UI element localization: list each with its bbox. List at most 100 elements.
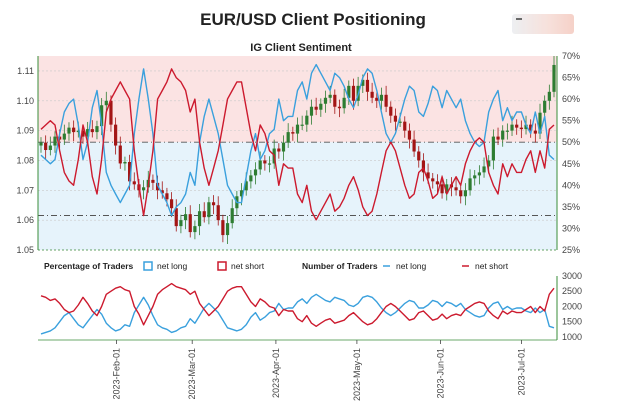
chart-title: EUR/USD Client Positioning xyxy=(200,10,426,29)
date-axis: 2023-Feb-01 2023-Mar-01 2023-Apr-01 2023-Ma… xyxy=(112,340,527,401)
candle-body xyxy=(53,136,57,146)
candle-body xyxy=(319,103,323,110)
net-short-pct-line xyxy=(40,68,555,221)
y-left-tick-label: 1.10 xyxy=(16,96,34,106)
legend-net-short-pct-label: net short xyxy=(231,261,265,271)
candle-body xyxy=(515,124,519,128)
candle-body xyxy=(538,112,542,134)
candle-body xyxy=(295,124,300,134)
candle-body xyxy=(249,175,253,182)
candle-body xyxy=(62,133,66,140)
y-left-tick-label: 1.08 xyxy=(16,155,34,165)
y-right-tick-label: 50% xyxy=(562,137,580,147)
candle-body xyxy=(109,100,113,125)
legend-net-long-box xyxy=(143,261,153,271)
candle-body xyxy=(207,202,211,218)
count-tick-label: 3000 xyxy=(562,271,582,281)
candle-body xyxy=(487,160,491,167)
candle-body xyxy=(211,202,216,206)
y-right-tick-label: 55% xyxy=(562,116,580,126)
candle-body xyxy=(426,172,430,179)
candle-body xyxy=(263,160,267,164)
candle-body xyxy=(253,169,258,176)
candle-body xyxy=(524,124,528,130)
candle-body xyxy=(188,214,192,233)
candle-body xyxy=(431,178,435,182)
date-tick-label: 2023-Feb-01 xyxy=(112,348,122,400)
sentiment-panel: 1.05 1.06 1.07 1.08 1.09 1.10 1.11 25% 30% 35% 40%… xyxy=(16,51,580,255)
count-tick-label: 2500 xyxy=(562,286,582,296)
legend-net-long-pct-label: net long xyxy=(157,261,188,271)
candle-body xyxy=(417,151,421,161)
net-short-count-line xyxy=(40,282,555,327)
candle-body xyxy=(463,190,467,197)
candle-body xyxy=(104,100,108,106)
candle-body xyxy=(174,208,178,227)
candle-body xyxy=(90,129,94,133)
legend-title-number: Number of Traders xyxy=(302,261,378,271)
legend-net-long-num-label: net long xyxy=(396,261,427,271)
candle-body xyxy=(496,136,500,140)
y-right-tick-label: 35% xyxy=(562,202,580,212)
trader-count-panel: 1000 1500 2000 2500 3000 xyxy=(38,271,582,342)
candle-body xyxy=(454,187,458,191)
candle-body xyxy=(197,211,202,227)
candle-body xyxy=(389,106,393,116)
candle-body xyxy=(239,190,244,197)
y-right-tick-label: 30% xyxy=(562,223,580,233)
candle-body xyxy=(165,193,169,200)
date-tick-label: 2023-May-01 xyxy=(352,348,362,401)
date-tick-label: 2023-Mar-01 xyxy=(187,348,197,400)
candle-body xyxy=(225,223,230,236)
candle-body xyxy=(183,214,188,221)
candle-body xyxy=(267,163,272,165)
legend-net-short-box xyxy=(217,261,227,271)
y-right-tick-label: 45% xyxy=(562,159,580,169)
candle-body xyxy=(39,142,43,146)
candle-body xyxy=(482,166,486,173)
candle-body xyxy=(244,181,248,191)
candle-body xyxy=(445,184,449,194)
candle-body xyxy=(151,179,155,183)
date-tick-label: 2023-Jul-01 xyxy=(517,348,527,396)
net-long-pct-line xyxy=(40,63,555,217)
y-left-tick-label: 1.05 xyxy=(16,245,34,255)
candle-body xyxy=(72,127,76,133)
y-left-tick-label: 1.06 xyxy=(16,215,34,225)
date-tick-label: 2023-Apr-01 xyxy=(271,348,281,398)
candle-body xyxy=(375,97,379,101)
candle-body xyxy=(193,226,197,233)
candle-body xyxy=(114,124,118,146)
candle-body xyxy=(309,106,314,116)
candle-body xyxy=(468,178,472,191)
candle-body xyxy=(370,91,374,98)
candle-body xyxy=(552,64,556,92)
candle-body xyxy=(403,121,407,131)
candle-body xyxy=(169,199,174,209)
brand-logo xyxy=(512,14,574,34)
y-right-tick-label: 65% xyxy=(562,73,580,83)
candle-body xyxy=(277,148,281,152)
candle-body xyxy=(412,139,416,152)
candle-body xyxy=(118,145,122,164)
candle-body xyxy=(58,136,62,140)
candle-body xyxy=(258,160,262,170)
candle-body xyxy=(100,105,104,127)
legend-title-percentage: Percentage of Traders xyxy=(44,261,134,271)
count-tick-label: 1000 xyxy=(562,332,582,342)
candle-body xyxy=(291,132,295,134)
y-right-tick-label: 70% xyxy=(562,51,580,61)
candle-body xyxy=(142,187,146,191)
legend-net-short-num-label: net short xyxy=(475,261,509,271)
candle-body xyxy=(379,94,384,101)
candle-body xyxy=(132,181,136,185)
candle-body xyxy=(323,97,328,104)
count-tick-label: 1500 xyxy=(562,317,582,327)
candle-body xyxy=(305,115,309,125)
y-right-tick-label: 60% xyxy=(562,94,580,104)
candle-body xyxy=(95,126,99,133)
candle-body xyxy=(202,211,206,218)
candle-body xyxy=(477,172,481,176)
bg-long-zone xyxy=(38,142,557,250)
